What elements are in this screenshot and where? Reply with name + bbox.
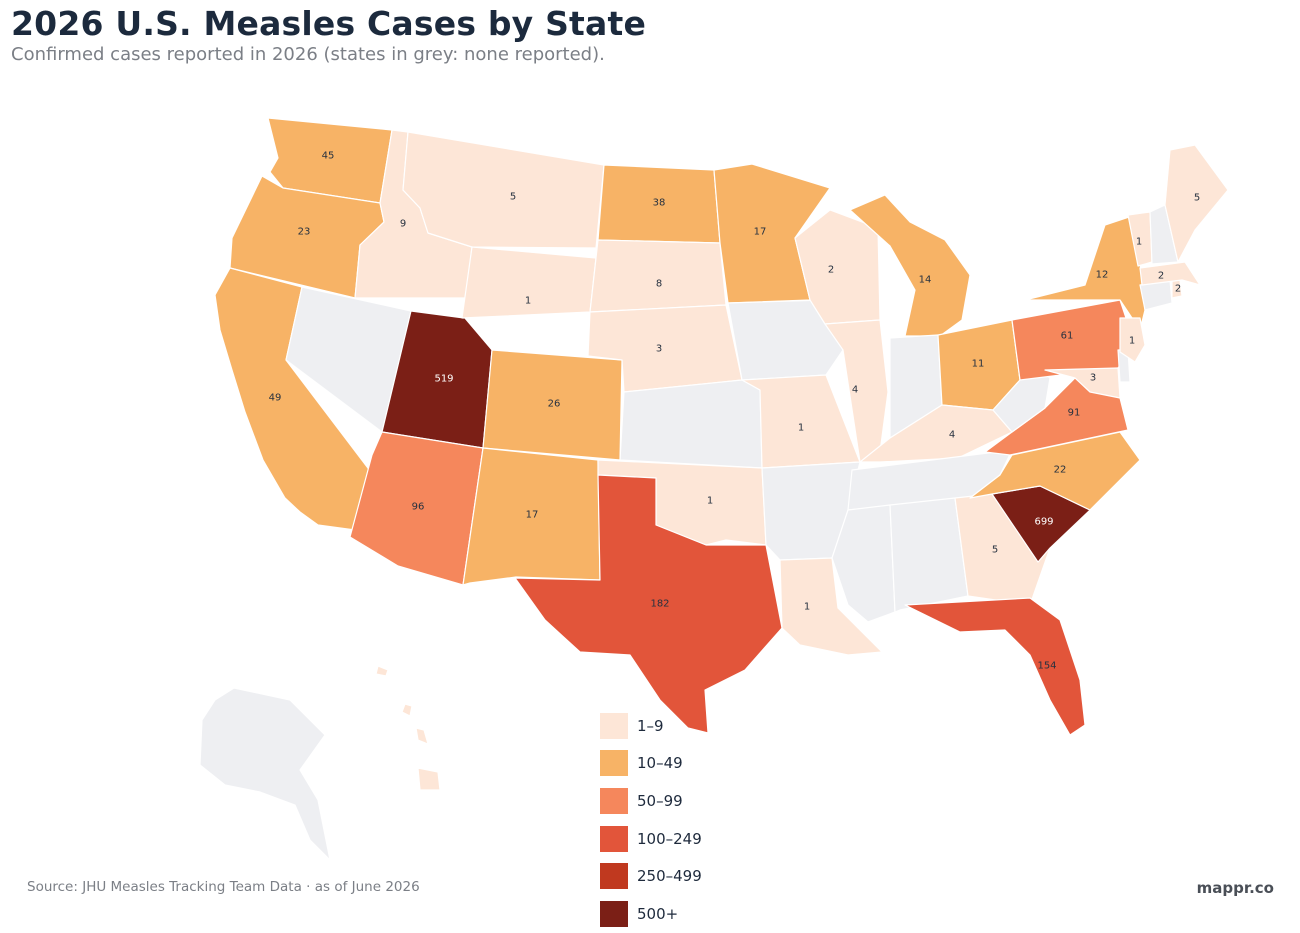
state-fl [904, 597, 1086, 736]
state-mt [402, 131, 605, 249]
legend-swatch [600, 825, 628, 852]
state-label-ok: 1 [707, 496, 713, 507]
legend-label: 250–499 [637, 867, 702, 886]
state-label-wa: 45 [322, 151, 335, 162]
legend-label: 50–99 [637, 791, 683, 810]
page-subtitle: Confirmed cases reported in 2026 (states… [11, 44, 605, 65]
legend-item-10-49: 10–49 [600, 745, 702, 783]
legend-swatch [600, 712, 628, 739]
legend: 1–9 10–49 50–99 100–249 250–499 500+ [600, 707, 702, 933]
page-title: 2026 U.S. Measles Cases by State [11, 4, 647, 43]
state-nj [1119, 317, 1146, 363]
state-nc [969, 431, 1141, 511]
labels-layer: 4523499519965126173883118217112414114515… [269, 151, 1201, 672]
state-sd [589, 239, 727, 313]
state-la [779, 557, 883, 656]
state-label-fl: 154 [1037, 661, 1056, 672]
state-label-mt: 5 [510, 192, 516, 203]
legend-label: 100–249 [637, 829, 702, 848]
state-label-pa: 61 [1061, 331, 1074, 342]
legend-item-100-249: 100–249 [600, 820, 702, 858]
state-label-va: 91 [1068, 408, 1081, 419]
legend-item-250-499: 250–499 [600, 857, 702, 895]
state-label-nd: 38 [653, 198, 666, 209]
state-label-ma: 2 [1158, 271, 1164, 282]
state-ak [199, 687, 331, 861]
state-label-nm: 17 [526, 510, 539, 521]
source-note: Source: JHU Measles Tracking Team Data ·… [27, 879, 420, 895]
state-ma [1139, 261, 1201, 286]
state-al [889, 497, 969, 613]
state-tx [514, 474, 783, 734]
state-label-co: 26 [548, 399, 561, 410]
state-label-il: 4 [852, 385, 858, 396]
state-label-la: 1 [804, 602, 810, 613]
state-label-ga: 5 [992, 545, 998, 556]
state-hi [375, 665, 441, 791]
state-label-ut: 519 [434, 374, 453, 385]
legend-label: 10–49 [637, 754, 683, 773]
state-label-nj: 1 [1129, 336, 1135, 347]
state-label-ne: 3 [656, 344, 662, 355]
state-label-ny: 12 [1096, 270, 1109, 281]
state-label-vt: 1 [1136, 237, 1142, 248]
state-label-wy: 1 [525, 296, 531, 307]
state-label-sc: 699 [1034, 517, 1053, 528]
legend-item-500+: 500+ [600, 895, 702, 933]
state-label-sd: 8 [656, 279, 662, 290]
legend-item-50-99: 50–99 [600, 782, 702, 820]
state-label-mo: 1 [798, 423, 804, 434]
state-label-or: 23 [298, 227, 311, 238]
legend-label: 1–9 [637, 716, 664, 735]
state-ks [619, 379, 763, 469]
legend-swatch [600, 900, 628, 927]
state-label-wi: 2 [828, 265, 834, 276]
legend-item-1-9: 1–9 [600, 707, 702, 745]
legend-swatch [600, 863, 628, 890]
state-label-id: 9 [400, 219, 406, 230]
state-label-tx: 182 [650, 599, 669, 610]
state-label-me: 5 [1194, 193, 1200, 204]
state-ia [727, 299, 844, 381]
brand-logo: mappr.co [1196, 879, 1274, 897]
state-md [1044, 367, 1121, 399]
state-label-oh: 11 [972, 359, 985, 370]
state-label-mi: 14 [919, 275, 932, 286]
legend-swatch [600, 787, 628, 814]
state-ca [214, 267, 384, 531]
state-label-ri: 2 [1175, 284, 1181, 295]
state-mi [849, 194, 971, 337]
state-label-nc: 22 [1054, 465, 1067, 476]
state-label-ca: 49 [269, 393, 282, 404]
state-me [1164, 144, 1229, 263]
legend-swatch [600, 750, 628, 777]
state-wy [461, 246, 597, 319]
state-label-md: 3 [1090, 373, 1096, 384]
state-label-az: 96 [412, 502, 425, 513]
legend-label: 500+ [637, 904, 679, 923]
state-label-ky: 4 [949, 430, 955, 441]
state-label-mn: 17 [754, 227, 767, 238]
states-layer [199, 117, 1229, 861]
